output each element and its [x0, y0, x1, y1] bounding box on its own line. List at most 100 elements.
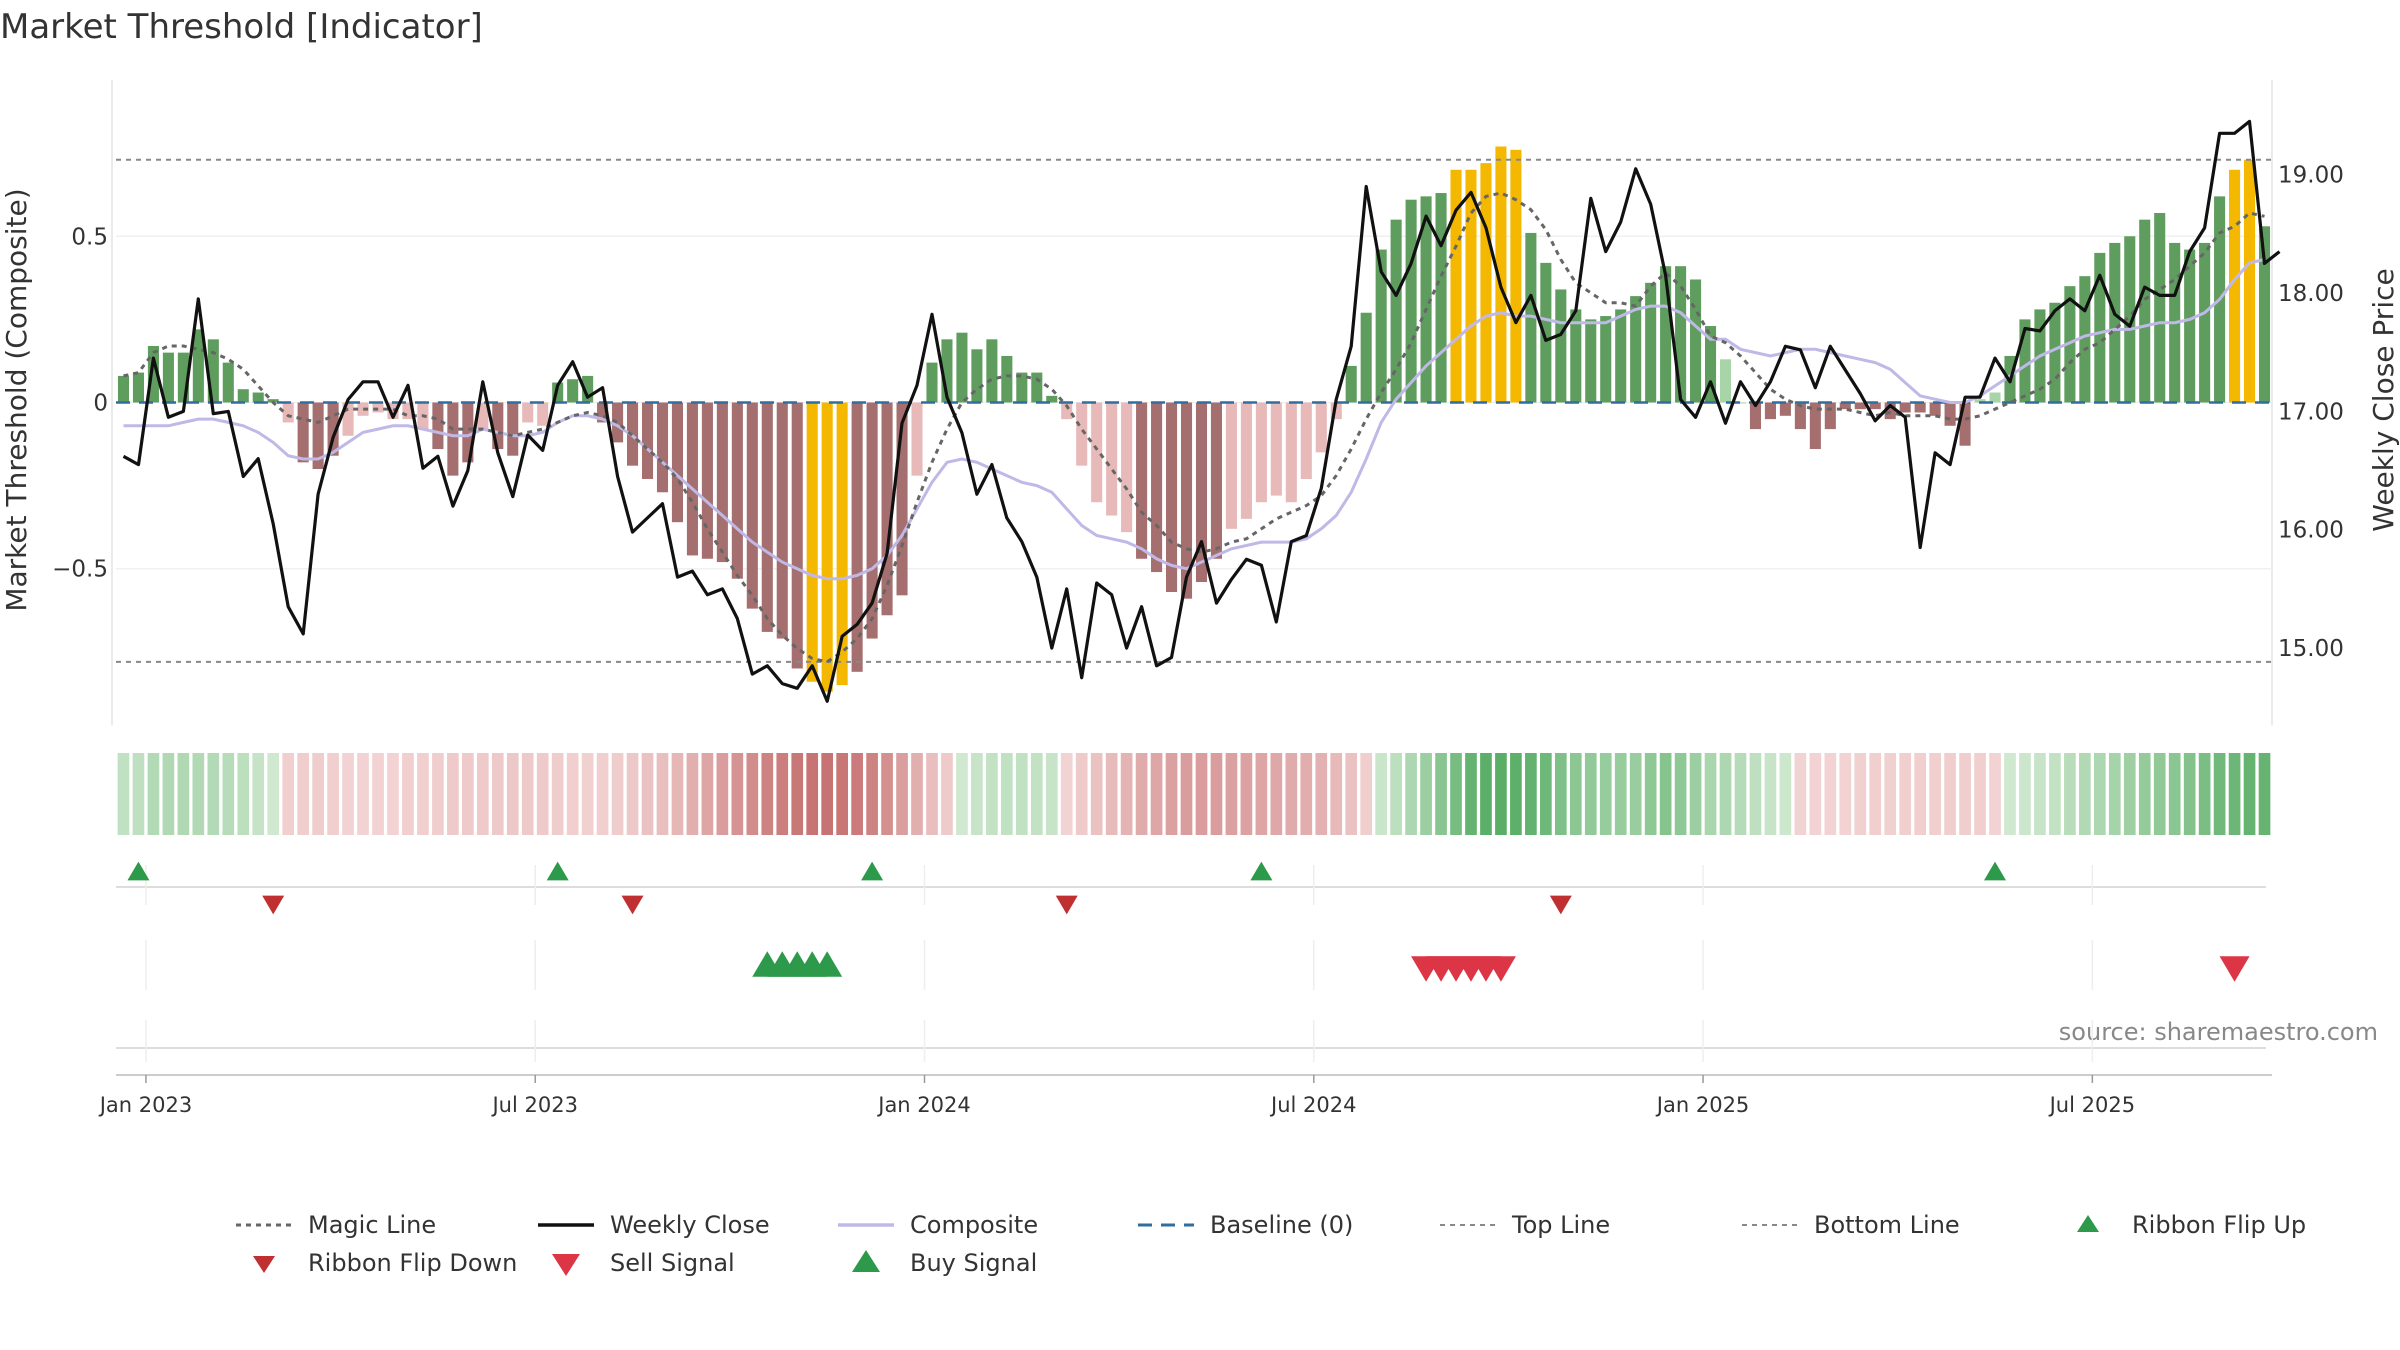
ribbon-cell [956, 753, 968, 835]
ribbon-cell [222, 753, 235, 835]
composite-bar [986, 339, 998, 403]
composite-bar [1270, 402, 1282, 496]
sell-signal-marker [2219, 956, 2250, 982]
ribbon-cell [1839, 753, 1852, 835]
ribbon-cell [1015, 753, 1028, 835]
ribbon-cell [1554, 753, 1567, 835]
ribbon-cell [641, 753, 654, 835]
legend-label: Sell Signal [610, 1249, 735, 1277]
ribbon-cell [1869, 753, 1882, 835]
weekly-close-line [122, 119, 2281, 703]
composite-bar [1989, 392, 2001, 403]
ribbon-cell [1030, 753, 1043, 835]
composite-bar [1914, 402, 1926, 413]
composite-bar [2094, 252, 2106, 403]
ribbon-cell [417, 753, 429, 835]
legend-label: Ribbon Flip Down [308, 1249, 517, 1277]
composite-bar [1166, 402, 1178, 593]
composite-bar [1839, 402, 1851, 410]
ribbon-cell [1135, 753, 1148, 835]
composite-bar [1600, 316, 1612, 403]
composite-bar [117, 375, 130, 403]
ribbon-cell [911, 753, 923, 835]
left-tick-label: 0.5 [71, 224, 108, 250]
ribbon-cell [1749, 753, 1762, 835]
composite-bar [851, 402, 863, 672]
composite-bar [222, 362, 234, 403]
ribbon-flip-up-marker [1984, 861, 2007, 881]
composite-bar [791, 402, 803, 669]
composite-bar [701, 402, 713, 559]
composite-bar [552, 382, 564, 403]
ribbon-cell [1225, 753, 1238, 835]
composite-bar [926, 362, 938, 403]
composite-bar [1435, 193, 1447, 403]
composite-bar [1495, 146, 1507, 403]
ribbon-cell [1959, 753, 1971, 835]
ribbon-cell [267, 753, 280, 835]
ribbon-cell [1255, 753, 1268, 835]
composite-bar [1285, 402, 1297, 503]
composite-bar [1225, 402, 1237, 529]
ribbon-cell [1300, 753, 1313, 835]
composite-bar [1719, 359, 1732, 403]
ribbon-cell [1989, 753, 2001, 835]
ribbon-flip-down-marker [262, 895, 285, 915]
composite-bar [1660, 266, 1672, 403]
ribbon-cell [1944, 753, 1956, 835]
composite-bar [1450, 169, 1462, 403]
ribbon-cell [1360, 753, 1373, 835]
composite-bar [2124, 236, 2136, 403]
left-tick-label: −0.5 [52, 557, 108, 583]
ribbon-cell [551, 753, 564, 835]
composite-bar [1360, 312, 1372, 403]
legend-item-flipdown: Ribbon Flip Down [253, 1249, 517, 1277]
ribbon-cell [1120, 753, 1133, 835]
composite-bar [387, 402, 399, 420]
composite-bar [731, 402, 743, 579]
ribbon-cell [1794, 753, 1807, 835]
composite-bar [1106, 402, 1118, 516]
right-tick-label: 18.00 [2278, 281, 2344, 307]
ribbon-cell [1045, 753, 1058, 835]
composite-bar [612, 402, 624, 443]
ribbon-cell [971, 753, 983, 835]
ribbon-cell [2243, 753, 2256, 835]
ribbon-cell [1270, 753, 1283, 835]
composite-bar [1180, 402, 1193, 599]
ribbon-cell [2034, 753, 2046, 835]
composite-bar [282, 402, 294, 423]
ribbon-cell [1390, 753, 1402, 835]
legend-item-top: Top Line [1440, 1211, 1610, 1239]
composite-bar [2019, 319, 2031, 403]
composite-bar [821, 402, 833, 692]
composite-bar [656, 402, 669, 493]
ribbon-cell [447, 753, 459, 835]
ribbon-cell [851, 753, 863, 835]
ribbon-cell [731, 753, 744, 835]
ribbon-cell [2108, 753, 2121, 835]
ticks-layer: 0.5 0 −0.5 19.00 18.00 17.00 16.00 15.00 [52, 163, 2344, 662]
ribbon-cell [462, 753, 474, 835]
ribbon-cell [761, 753, 774, 835]
ribbon-cell [1510, 753, 1522, 835]
composite-bar [1480, 163, 1492, 403]
composite-bar [806, 402, 818, 682]
ribbon-cell [986, 753, 998, 835]
composite-bar [1869, 402, 1881, 410]
ribbon-cell [1240, 753, 1253, 835]
legend-label: Buy Signal [910, 1249, 1037, 1277]
ribbon-cell [2153, 753, 2166, 835]
composite-bar [462, 402, 474, 463]
legend-swatch-buy [852, 1250, 880, 1272]
composite-bar [1151, 402, 1163, 573]
sell-signal-marker [1485, 956, 1516, 982]
ribbon-cell [1644, 753, 1657, 835]
ribbon-cell [1689, 753, 1702, 835]
composite-bar [1330, 402, 1342, 420]
ribbon-cell [1614, 753, 1627, 835]
composite-bar [447, 402, 459, 476]
ribbon-cell [2198, 753, 2211, 835]
composite-bar [1570, 309, 1582, 403]
